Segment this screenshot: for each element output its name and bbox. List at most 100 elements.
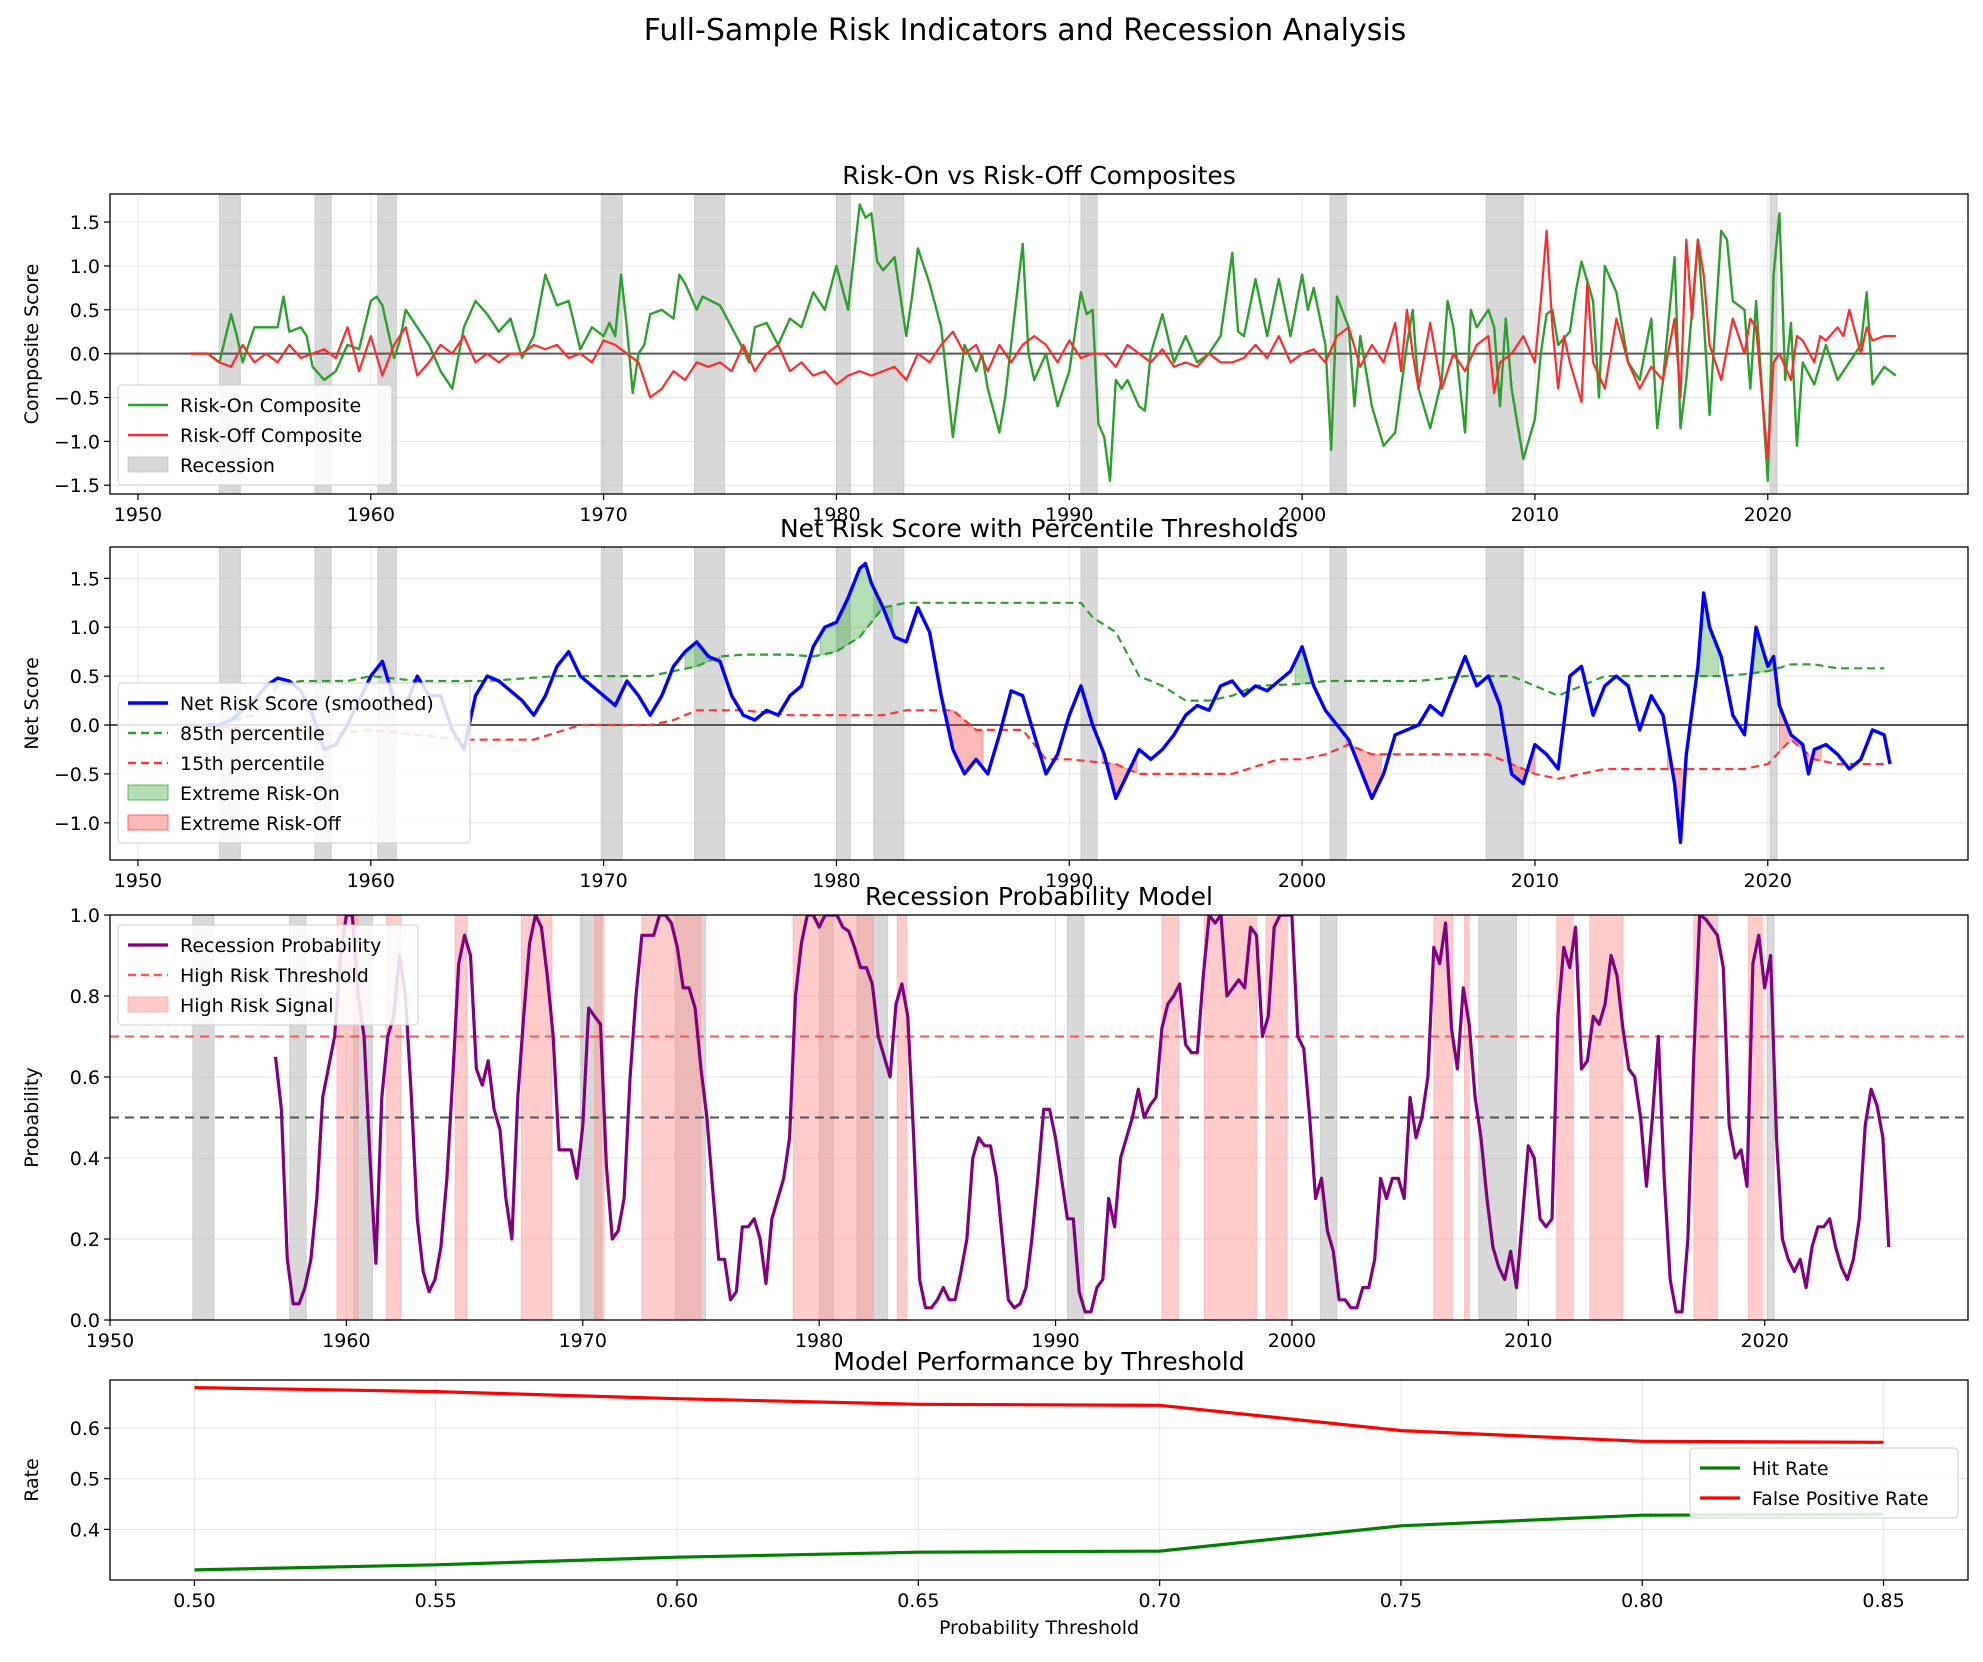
performance-title: Model Performance by Threshold (833, 1347, 1244, 1376)
composites-ytick-label: 0.0 (70, 344, 100, 366)
composites-legend-label: Risk-Off Composite (180, 425, 362, 447)
netrisk-net-score-line (207, 561, 1892, 845)
netrisk-legend-swatch (127, 784, 169, 801)
composites-risk-on-line (190, 203, 1897, 482)
performance-xlabel: Probability Threshold (939, 1617, 1139, 1639)
probability-chart: 1950 1960 1970 1980 1990 2000 2010 2020 0.0 0.2 0.… (21, 882, 1969, 1352)
performance-chart: 0.50 0.55 0.60 0.65 0.70 0.75 0.80 0.85 0.4 0.5 0.… (21, 1347, 1969, 1639)
probability-legend-label: High Risk Signal (180, 995, 334, 1017)
composites-recession-band (873, 194, 905, 494)
netrisk-recession-band (835, 547, 851, 860)
performance-xtick-label: 0.85 (1862, 1590, 1904, 1612)
probability-ytick-label: 0.6 (70, 1067, 100, 1089)
netrisk-ytick-label: 1.0 (70, 617, 100, 639)
performance-legend-label: False Positive Rate (1752, 1488, 1929, 1510)
probability-legend-label: High Risk Threshold (180, 965, 369, 987)
probability-xtick-label: 1990 (1031, 1330, 1079, 1352)
composites-ytick-label: 1.0 (70, 256, 100, 278)
composites-recession-band (693, 194, 726, 494)
netrisk-chart: 1950 1960 1970 1980 1990 2000 2010 2020 −1.0 −0.5… (21, 514, 1969, 892)
netrisk-xtick-label: 1960 (347, 870, 395, 892)
composites-ytick-label: −1.0 (54, 431, 100, 453)
composites-chart: 1950 1960 1970 1980 1990 2000 2010 2020 −1.5 −1.0… (21, 161, 1969, 526)
composites-xtick-label: 1970 (579, 504, 627, 526)
figure-title: Full-Sample Risk Indicators and Recessio… (644, 13, 1407, 48)
composites-recession-band (1080, 194, 1098, 494)
probability-xtick-label: 1960 (322, 1330, 370, 1352)
netrisk-axes-frame (109, 546, 1969, 861)
performance-legend (1689, 1447, 1959, 1519)
composites-ytick-label: 0.5 (70, 300, 100, 322)
netrisk-legend-label: 85th percentile (180, 723, 325, 745)
composites-legend-swatch (127, 456, 169, 473)
netrisk-xtick-label: 2010 (1511, 870, 1559, 892)
probability-axes-frame (109, 914, 1969, 1321)
composites-xtick-label: 1990 (1045, 504, 1093, 526)
probability-ytick-label: 0.0 (70, 1310, 100, 1332)
performance-xtick-label: 0.55 (415, 1590, 457, 1612)
netrisk-p85-line (207, 601, 1885, 727)
netrisk-legend-label: Net Risk Score (smoothed) (180, 693, 434, 715)
composites-recession-band (1329, 194, 1347, 494)
performance-ytick-label: 0.6 (70, 1418, 100, 1440)
netrisk-xtick-label: 1990 (1045, 870, 1093, 892)
probability-xtick-label: 1970 (559, 1330, 607, 1352)
performance-xtick-label: 0.70 (1138, 1590, 1180, 1612)
netrisk-legend-label: Extreme Risk-On (180, 783, 340, 805)
probability-ytick-label: 0.8 (70, 986, 100, 1008)
probability-legend-label: Recession Probability (180, 935, 381, 957)
composites-xtick-label: 1960 (347, 504, 395, 526)
probability-ytick-label: 0.2 (70, 1229, 100, 1251)
netrisk-recession-band (1329, 547, 1347, 860)
netrisk-xtick-label: 2000 (1278, 870, 1326, 892)
probability-legend-swatch (127, 996, 169, 1013)
performance-plot-area (194, 1386, 1884, 1572)
probability-ytick-label: 1.0 (70, 905, 100, 927)
performance-hit-rate-line (194, 1512, 1884, 1572)
composites-ytick-label: −0.5 (54, 388, 100, 410)
probability-xtick-label: 1980 (795, 1330, 843, 1352)
probability-xtick-label: 2000 (1268, 1330, 1316, 1352)
netrisk-ytick-label: 0.0 (70, 715, 100, 737)
netrisk-recession-band (1080, 547, 1098, 860)
performance-ytick-label: 0.4 (70, 1519, 100, 1541)
netrisk-legend-swatch (127, 814, 169, 831)
probability-xtick-label: 1950 (86, 1330, 134, 1352)
netrisk-ytick-label: −0.5 (54, 764, 100, 786)
composites-xtick-label: 2010 (1511, 504, 1559, 526)
netrisk-p15-line (207, 709, 1885, 780)
netrisk-recession-band (1485, 547, 1524, 860)
netrisk-ytick-label: 1.5 (70, 568, 100, 590)
probability-ytick-label: 0.4 (70, 1148, 100, 1170)
performance-xtick-label: 0.60 (656, 1590, 698, 1612)
netrisk-legend-label: 15th percentile (180, 753, 325, 775)
probability-ylabel: Probability (21, 1067, 43, 1167)
probability-xtick-label: 2010 (1504, 1330, 1552, 1352)
composites-xtick-label: 1980 (812, 504, 860, 526)
performance-axes-frame (109, 1379, 1969, 1581)
composites-ylabel: Composite Score (21, 264, 43, 425)
netrisk-xtick-label: 1970 (579, 870, 627, 892)
performance-legend-label: Hit Rate (1752, 1458, 1829, 1480)
netrisk-ytick-label: −1.0 (54, 813, 100, 835)
probability-title: Recession Probability Model (865, 882, 1213, 911)
netrisk-ytick-label: 0.5 (70, 666, 100, 688)
composites-ytick-label: −1.5 (54, 475, 100, 497)
composites-recession-band (1769, 194, 1778, 494)
performance-xtick-label: 0.75 (1380, 1590, 1422, 1612)
probability-xtick-label: 2020 (1741, 1330, 1789, 1352)
netrisk-title: Net Risk Score with Percentile Threshold… (780, 514, 1298, 543)
netrisk-legend (117, 682, 471, 844)
composites-ytick-label: 1.5 (70, 212, 100, 234)
performance-false-positive-line (194, 1386, 1884, 1444)
composites-title: Risk-On vs Risk-Off Composites (842, 161, 1236, 190)
composites-axes-frame (109, 193, 1969, 495)
probability-probability-line (273, 915, 1891, 1314)
composites-xtick-label: 1950 (114, 504, 162, 526)
charts-layer: 1950 1960 1970 1980 1990 2000 2010 2020 −1.5 −1.0… (21, 161, 1969, 1639)
composites-xtick-label: 2000 (1278, 504, 1326, 526)
netrisk-recession-band (1769, 547, 1778, 860)
netrisk-xtick-label: 2020 (1744, 870, 1792, 892)
